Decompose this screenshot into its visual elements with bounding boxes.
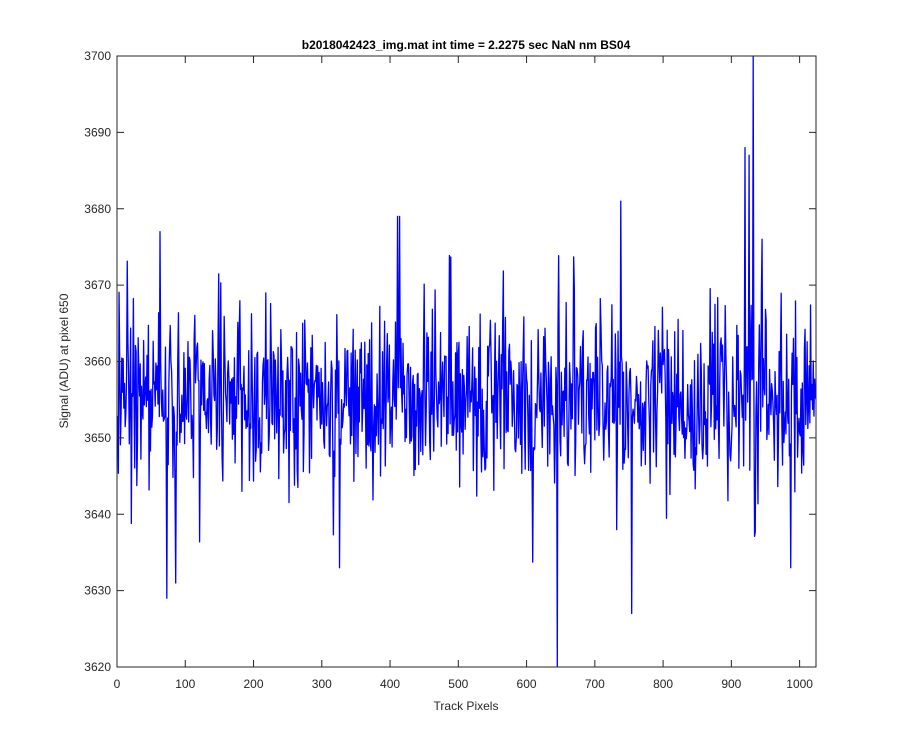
x-tick-label: 0	[114, 677, 121, 691]
x-tick-label: 500	[448, 677, 468, 691]
y-tick-label: 3690	[84, 125, 111, 139]
y-tick-label: 3670	[84, 278, 111, 292]
x-tick-label: 800	[653, 677, 673, 691]
y-tick-label: 3650	[84, 431, 111, 445]
y-tick-label: 3640	[84, 507, 111, 521]
y-tick-label: 3680	[84, 202, 111, 216]
y-axis-label: Signal (ADU) at pixel 650	[57, 293, 71, 428]
x-tick-label: 200	[244, 677, 264, 691]
x-tick-label: 900	[721, 677, 741, 691]
y-tick-label: 3660	[84, 355, 111, 369]
x-tick-label: 100	[175, 677, 195, 691]
x-tick-label: 600	[517, 677, 537, 691]
chart-title: b2018042423_img.mat int time = 2.2275 se…	[302, 38, 631, 52]
x-tick-label: 700	[585, 677, 605, 691]
y-tick-label: 3630	[84, 584, 111, 598]
tick-layer: 0 100 200 300 400 500 600 700 800 900 1000 3620 3630…	[84, 49, 816, 691]
series-layer	[117, 56, 816, 667]
x-tick-label: 1000	[786, 677, 813, 691]
x-axis-label: Track Pixels	[434, 699, 499, 713]
y-tick-label: 3700	[84, 49, 111, 63]
y-tick-label: 3620	[84, 660, 111, 674]
x-tick-label: 300	[312, 677, 332, 691]
x-tick-label: 400	[380, 677, 400, 691]
series-line	[117, 56, 816, 667]
